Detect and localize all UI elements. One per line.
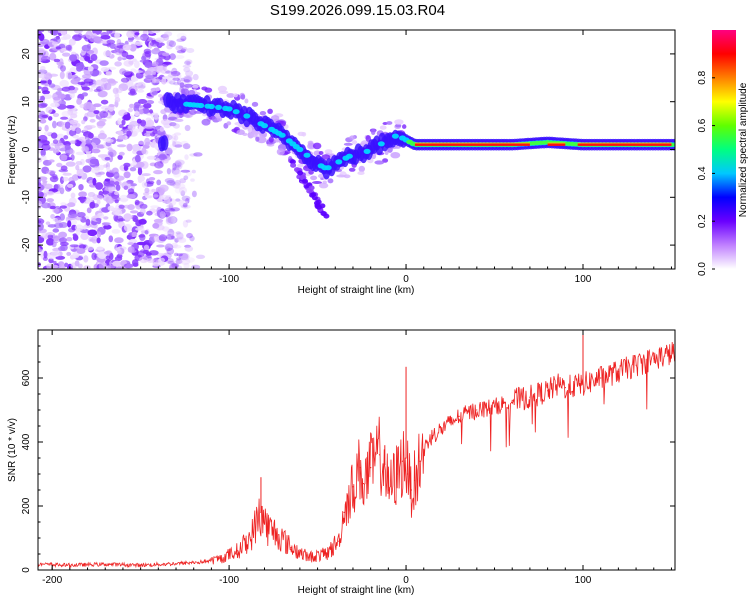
- snr-data-point: [511, 399, 513, 401]
- snr-data-point: [359, 467, 361, 469]
- snr-data-point: [267, 527, 269, 530]
- colorbar-tick-label: 0.2: [697, 214, 708, 228]
- snr-y-tick-label: 200: [21, 497, 32, 514]
- spectrogram-y-tick-label: 10: [21, 96, 32, 108]
- snr-data-point: [260, 511, 262, 513]
- spectrogram-y-tick-label: 0: [21, 146, 32, 152]
- snr-plot-area: [38, 333, 675, 569]
- snr-data-point: [559, 383, 561, 385]
- snr-data-point: [308, 556, 310, 558]
- snr-data-point: [529, 396, 531, 398]
- colorbar: [712, 30, 736, 269]
- snr-data-point: [325, 553, 327, 555]
- colorbar-tick-label: 0.8: [697, 70, 708, 84]
- snr-data-point: [653, 358, 655, 360]
- snr-data-point: [410, 489, 412, 491]
- spectrogram-plot-area: [38, 30, 675, 269]
- snr-data-point: [338, 540, 340, 542]
- snr-y-tick-label: 0: [21, 567, 32, 573]
- snr-data-point: [140, 564, 142, 566]
- colorbar-tick-label: 0.6: [697, 118, 708, 132]
- snr-y-axis-label: SNR (10 * v/v): [7, 418, 18, 482]
- snr-x-axis-label: Height of straight line (km): [298, 585, 415, 596]
- snr-data-point: [674, 351, 675, 353]
- snr-data-point: [449, 422, 451, 424]
- snr-data-point: [387, 489, 389, 491]
- snr-data-point: [440, 428, 442, 430]
- spectrogram-x-axis-label: Height of straight line (km): [298, 285, 415, 296]
- snr-frame: [37, 329, 676, 571]
- snr-data-point: [219, 558, 221, 560]
- snr-data-point: [396, 473, 398, 475]
- snr-data-point: [237, 550, 239, 552]
- snr-data-point: [547, 390, 549, 392]
- snr-data-point: [600, 377, 602, 379]
- snr-data-point: [617, 371, 620, 373]
- snr-data-point: [414, 479, 416, 481]
- snr-data-point: [493, 406, 496, 408]
- snr-data-point: [458, 415, 460, 417]
- snr-data-point: [278, 534, 280, 536]
- snr-data-point: [407, 473, 409, 475]
- snr-x-tick-label: -200: [42, 575, 62, 586]
- snr-data-point: [352, 486, 354, 488]
- snr-data-point: [426, 441, 428, 443]
- snr-data-point: [290, 547, 292, 549]
- snr-data-point: [378, 454, 381, 456]
- snr-data-point: [69, 564, 71, 566]
- snr-y-tick-label: 400: [21, 433, 32, 450]
- snr-data-point: [249, 537, 251, 539]
- snr-data-point: [635, 364, 637, 366]
- spectrogram-y-axis-label: Frequency (Hz): [7, 116, 18, 185]
- snr-data-point: [401, 460, 404, 462]
- spectrogram-y-tick-label: -20: [21, 237, 32, 252]
- snr-data-point: [104, 563, 106, 565]
- colorbar-tick-label: 0.4: [697, 166, 708, 180]
- spectrogram-x-tick-label: -100: [219, 274, 239, 285]
- snr-x-tick-label: -100: [219, 575, 239, 586]
- snr-data-point: [38, 563, 39, 565]
- colorbar-tick-label: 0.0: [697, 262, 708, 276]
- snr-series-line: [38, 341, 675, 569]
- snr-y-tick-label: 600: [21, 369, 32, 386]
- snr-data-point: [363, 483, 365, 485]
- snr-x-tick-label: 100: [575, 575, 592, 586]
- spectrogram-x-tick-label: 100: [575, 274, 592, 285]
- snr-data-point: [476, 409, 478, 411]
- colorbar-label: Normalized spectral amplitude: [738, 82, 749, 217]
- snr-data-point: [175, 563, 177, 565]
- snr-data-point: [202, 561, 204, 563]
- snr-data-point: [419, 460, 421, 462]
- snr-data-point: [343, 511, 345, 513]
- spectrogram-x-tick-label: 0: [403, 274, 409, 285]
- snr-data-point: [370, 467, 372, 469]
- snr-data-point: [564, 387, 566, 389]
- spectrogram-y-tick-label: 20: [21, 48, 32, 60]
- snr-x-tick-label: 0: [403, 575, 409, 586]
- spectrogram-x-tick-label: -200: [42, 274, 62, 285]
- figure-title: S199.2026.099.15.03.R04: [269, 2, 446, 19]
- snr-data-point: [582, 383, 584, 385]
- spectrogram-y-tick-label: -10: [21, 190, 32, 205]
- snr-data-point: [384, 463, 386, 465]
- snr-data-point: [432, 435, 434, 437]
- snr-data-point: [405, 457, 407, 459]
